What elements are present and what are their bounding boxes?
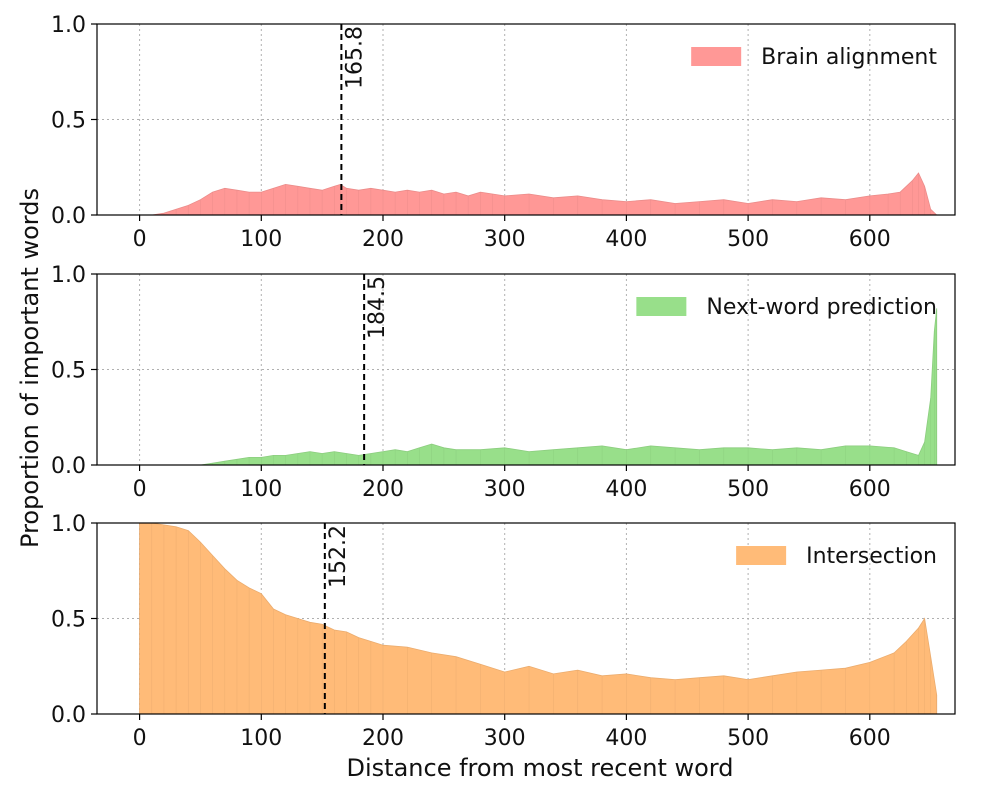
y-tick-label: 0.5 [51, 359, 86, 384]
panel-2: 184.5 0 100 200 300 400 500 600 0.0 0.5 1.0 Next-wo… [51, 263, 956, 502]
x-tick-label: 500 [727, 477, 769, 502]
x-tick-label: 200 [362, 726, 404, 751]
x-tick-label: 600 [849, 477, 891, 502]
legend: Brain alignment [691, 45, 937, 70]
mean-label: 184.5 [365, 276, 390, 339]
y-tick-label: 0.5 [51, 109, 86, 134]
legend-swatch [636, 297, 687, 316]
legend-swatch [691, 47, 742, 66]
x-tick-label: 400 [605, 477, 647, 502]
y-tick-label: 0.0 [51, 703, 86, 728]
x-tick-label: 0 [133, 726, 147, 751]
x-tick-label: 100 [240, 726, 282, 751]
legend: Intersection [736, 544, 937, 569]
x-tick-label: 0 [133, 227, 147, 252]
x-tick-label: 400 [605, 227, 647, 252]
x-tick-label: 200 [362, 227, 404, 252]
y-tick-label: 1.0 [51, 512, 86, 537]
x-tick-label: 300 [484, 227, 526, 252]
x-axis-label: Distance from most recent word [347, 754, 734, 782]
mean-label: 152.2 [326, 525, 351, 588]
series-area [139, 172, 938, 216]
x-tick-label: 500 [727, 227, 769, 252]
y-tick-label: 1.0 [51, 263, 86, 288]
x-tick-label: 400 [605, 726, 647, 751]
y-tick-label: 1.0 [51, 13, 86, 38]
legend: Next-word prediction [636, 295, 937, 320]
x-tick-label: 0 [133, 477, 147, 502]
y-axis-label: Proportion of important words [16, 188, 44, 548]
legend-label: Next-word prediction [706, 295, 937, 320]
x-tick-label: 600 [849, 227, 891, 252]
x-tick-label: 600 [849, 726, 891, 751]
series-area [139, 522, 938, 715]
legend-label: Intersection [806, 544, 937, 569]
x-tick-label: 100 [240, 477, 282, 502]
x-tick-label: 500 [727, 726, 769, 751]
x-tick-label: 100 [240, 227, 282, 252]
x-tick-label: 300 [484, 477, 526, 502]
y-tick-label: 0.0 [51, 204, 86, 229]
y-tick-label: 0.0 [51, 454, 86, 479]
series-area [139, 308, 938, 466]
x-tick-label: 200 [362, 477, 404, 502]
panel-3: 152.2 0 100 200 300 400 500 600 0.0 0.5 1.0 Interse… [51, 512, 956, 751]
legend-label: Brain alignment [761, 45, 937, 70]
mean-label: 165.8 [342, 26, 367, 89]
legend-swatch [736, 546, 787, 565]
y-tick-label: 0.5 [51, 608, 86, 633]
panel-1: 165.8 0 100 200 300 400 500 600 0.0 0.5 1.0 Brain a… [51, 13, 956, 252]
x-tick-label: 300 [484, 726, 526, 751]
